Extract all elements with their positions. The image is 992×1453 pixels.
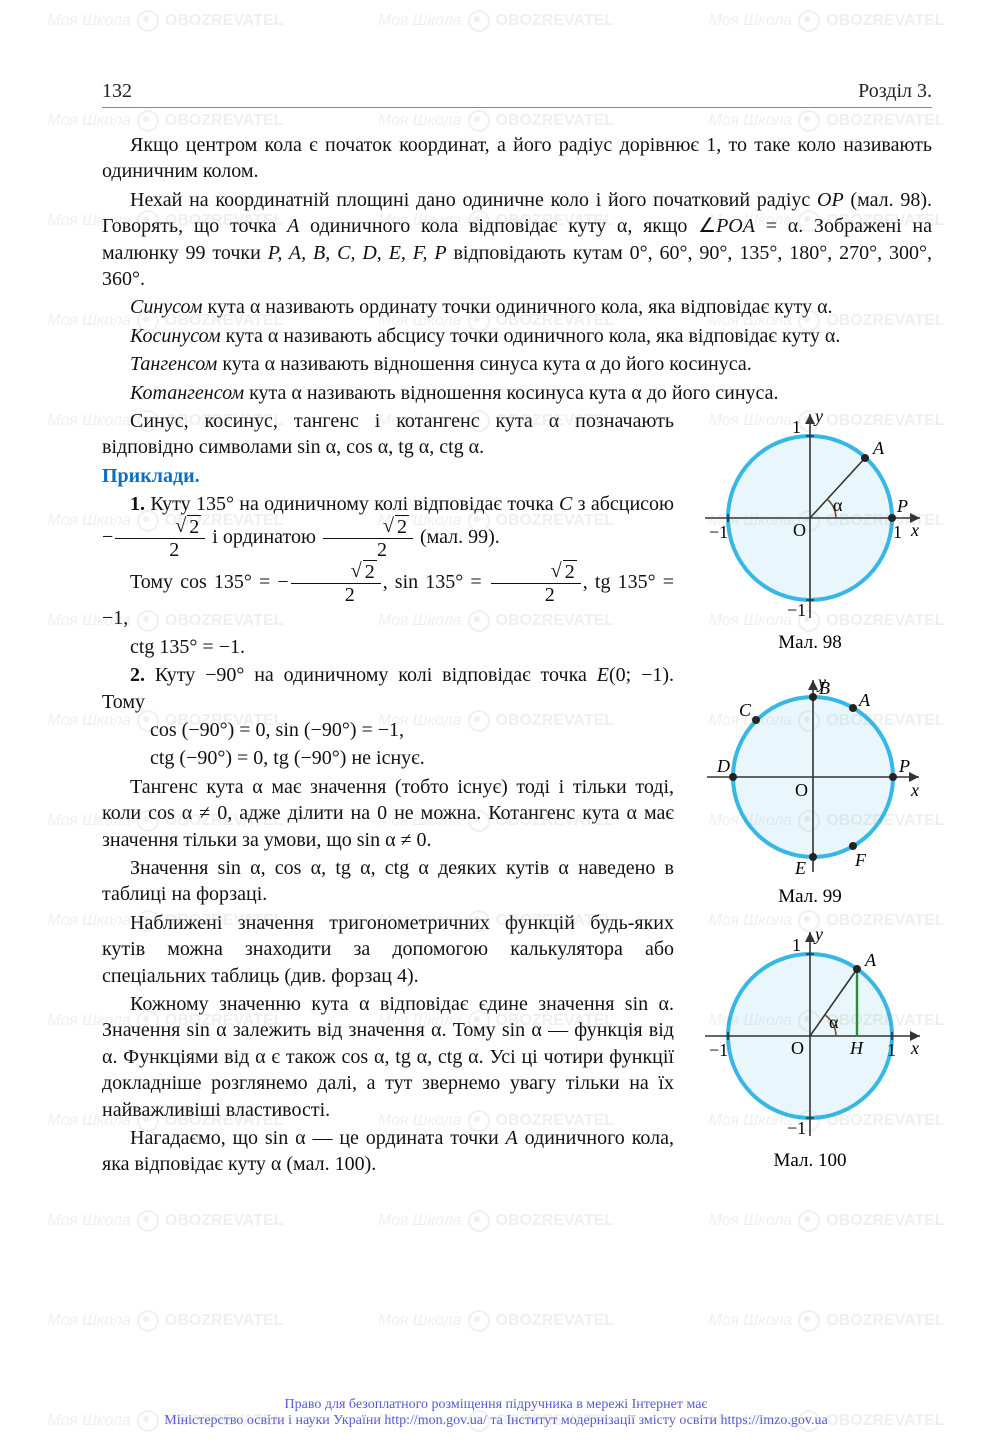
svg-text:y: y bbox=[813, 926, 823, 944]
para-1: Якщо центром кола є початок координат, а… bbox=[102, 132, 932, 185]
svg-text:C: C bbox=[739, 700, 752, 720]
para-9: Значення sin α, cos α, tg α, ctg α деяки… bbox=[102, 855, 674, 908]
svg-text:D: D bbox=[716, 756, 730, 776]
svg-text:A: A bbox=[858, 690, 871, 710]
figure-99-caption: Мал. 99 bbox=[688, 886, 932, 908]
example-2: 2. Куту −90° на одиничному колі відповід… bbox=[102, 662, 674, 715]
section-label: Розділ 3. bbox=[858, 80, 932, 103]
para-12: Нагадаємо, що sin α — це ордината точки … bbox=[102, 1125, 674, 1178]
svg-text:x: x bbox=[910, 780, 919, 800]
equation-2b: ctg (−90°) = 0, tg (−90°) не існує. bbox=[102, 745, 674, 771]
svg-text:1: 1 bbox=[792, 417, 801, 437]
svg-text:F: F bbox=[854, 850, 867, 870]
intro-block: Якщо центром кола є початок координат, а… bbox=[102, 132, 932, 406]
svg-text:A: A bbox=[864, 950, 877, 970]
svg-text:A: A bbox=[872, 438, 885, 458]
para-cos: Косинусом кута α називають абсцису точки… bbox=[102, 323, 932, 349]
svg-text:1: 1 bbox=[792, 935, 801, 955]
para-cot: Котангенсом кута α називають відношення … bbox=[102, 380, 932, 406]
svg-text:P: P bbox=[896, 496, 908, 516]
two-col-region: Синус, косинус, тангенс і котангенс кута… bbox=[102, 408, 932, 1190]
svg-text:−1: −1 bbox=[787, 600, 806, 620]
svg-text:O: O bbox=[795, 780, 808, 800]
svg-text:O: O bbox=[793, 520, 806, 540]
main-text: Синус, косинус, тангенс і котангенс кута… bbox=[102, 408, 674, 1190]
svg-text:y: y bbox=[813, 408, 823, 426]
svg-text:H: H bbox=[849, 1038, 864, 1058]
svg-text:1: 1 bbox=[887, 1040, 896, 1060]
svg-text:P: P bbox=[898, 756, 910, 776]
para-symbols: Синус, косинус, тангенс і котангенс кута… bbox=[102, 408, 674, 461]
footer-line-1: Право для безоплатного розміщення підруч… bbox=[0, 1397, 992, 1413]
footer-line-2: Міністерство освіти і науки України http… bbox=[0, 1413, 992, 1429]
figure-98: y x A P O 1 1 −1 −1 α bbox=[695, 408, 925, 628]
example-1: 1. Куту 135° на одиничному колі відповід… bbox=[102, 491, 674, 560]
svg-text:−1: −1 bbox=[709, 1040, 728, 1060]
equation-2a: cos (−90°) = 0, sin (−90°) = −1, bbox=[102, 717, 674, 743]
para-tan: Тангенсом кута α називають відношення си… bbox=[102, 351, 932, 377]
para-8: Тангенс кута α має значення (тобто існує… bbox=[102, 774, 674, 853]
svg-text:E: E bbox=[794, 858, 806, 878]
figure-100: A O H y x 1 1 −1 −1 α bbox=[695, 926, 925, 1146]
svg-text:y: y bbox=[816, 672, 826, 692]
para-10: Наближені значення тригонометричних функ… bbox=[102, 910, 674, 989]
figure-100-caption: Мал. 100 bbox=[688, 1150, 932, 1172]
figures-column: y x A P O 1 1 −1 −1 α Мал. 98 bbox=[688, 408, 932, 1190]
textbook-page: // rows generated later after data parse… bbox=[0, 0, 992, 1453]
examples-title: Приклади. bbox=[102, 463, 674, 489]
svg-text:−1: −1 bbox=[709, 522, 728, 542]
svg-text:x: x bbox=[910, 1038, 919, 1058]
svg-text:x: x bbox=[910, 520, 919, 540]
footer: Право для безоплатного розміщення підруч… bbox=[0, 1397, 992, 1429]
page-header: 132 Розділ 3. bbox=[102, 80, 932, 108]
para-11: Кожному значенню кута α відповідає єдине… bbox=[102, 991, 674, 1123]
svg-text:α: α bbox=[829, 1012, 839, 1032]
svg-text:1: 1 bbox=[893, 522, 902, 542]
svg-text:−1: −1 bbox=[787, 1118, 806, 1138]
figure-98-caption: Мал. 98 bbox=[688, 632, 932, 654]
page-number: 132 bbox=[102, 80, 132, 103]
para-sin: Синусом кута α називають ординату точки … bbox=[102, 294, 932, 320]
svg-text:O: O bbox=[791, 1038, 804, 1058]
equation-1b: ctg 135° = −1. bbox=[102, 634, 674, 660]
figure-99: P A B C D E F O y x bbox=[695, 672, 925, 882]
equation-1: Тому cos 135° = −22, sin 135° = 22, tg 1… bbox=[102, 562, 674, 631]
svg-text:α: α bbox=[833, 495, 843, 515]
para-2: Нехай на координатній площині дано одини… bbox=[102, 187, 932, 293]
